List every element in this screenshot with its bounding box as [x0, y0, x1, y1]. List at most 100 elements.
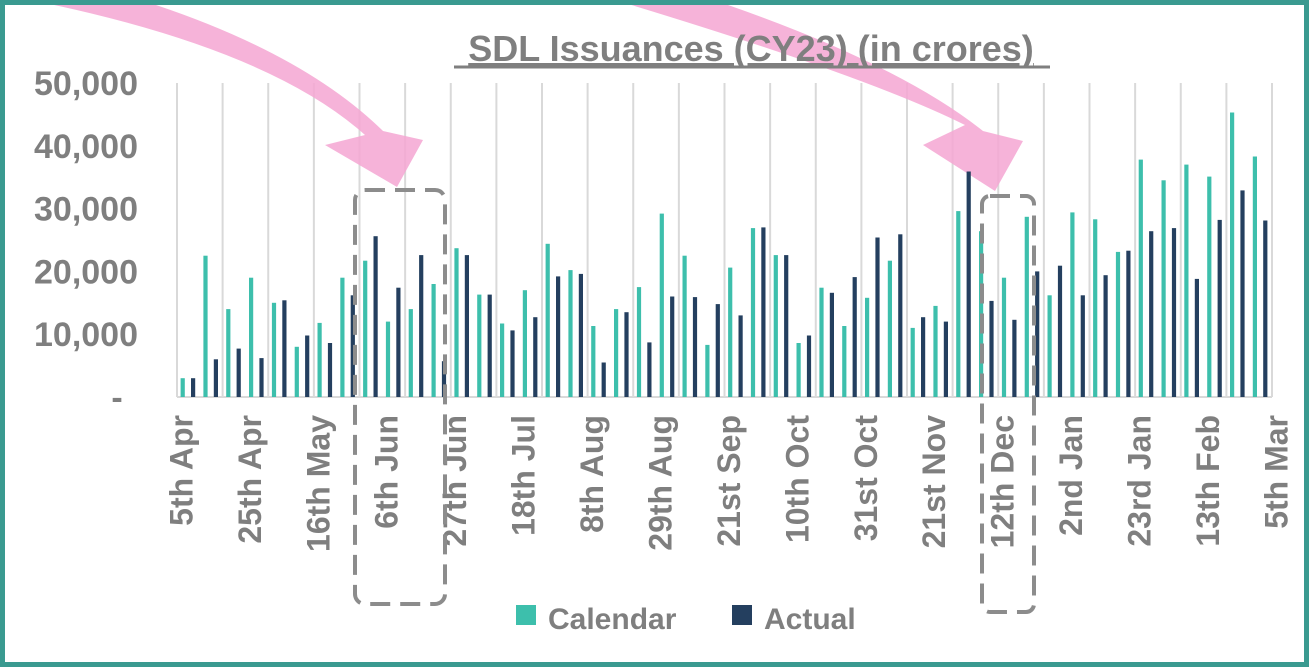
bar-actual — [898, 234, 903, 397]
highlight-box-12th-dec — [980, 194, 1036, 614]
x-tick-label: 21st Nov — [916, 415, 952, 549]
bar-actual — [1149, 231, 1154, 397]
bar-calendar — [1161, 180, 1166, 397]
x-axis-ticks: 5th Apr 25th Apr 16th May 6th Jun 27th Jun 18… — [163, 415, 1294, 552]
chart-title: SDL Issuances (CY23) (in crores) — [468, 28, 1034, 69]
bar-actual — [647, 342, 652, 397]
bar-actual — [533, 317, 538, 397]
bar-calendar — [203, 255, 208, 397]
x-tick-label: 23rd Jan — [1122, 415, 1158, 547]
bar-actual — [305, 335, 310, 397]
bar-calendar — [431, 284, 436, 397]
sdl-issuances-chart: - 10,000 20,000 30,000 40,000 50,000 5th Apr 2… — [34, 5, 1294, 636]
bar-actual — [487, 294, 492, 397]
bar-actual — [875, 237, 880, 397]
bar-actual — [441, 361, 447, 397]
bar-actual — [556, 276, 561, 397]
legend-label-actual: Actual — [764, 603, 856, 636]
x-tick-label: 31st Oct — [848, 415, 884, 542]
bar-actual — [921, 317, 926, 397]
bar-calendar — [477, 294, 482, 397]
bar-actual — [1171, 228, 1177, 397]
arrow-to-6th-jun — [54, 5, 423, 187]
bar-actual — [1103, 275, 1108, 397]
y-tick-label: 10,000 — [34, 316, 138, 354]
y-tick-label: 20,000 — [34, 253, 138, 291]
x-tick-label: 10th Oct — [779, 415, 815, 543]
bar-calendar — [796, 343, 801, 397]
vertical-gridlines — [176, 83, 1273, 397]
bar-actual — [259, 358, 264, 397]
bar-calendar — [819, 287, 824, 397]
bar-calendar — [865, 297, 870, 397]
bar-actual — [1080, 295, 1085, 397]
bar-actual — [1263, 220, 1268, 397]
bar-actual — [396, 287, 401, 397]
bar-actual — [966, 171, 971, 397]
bar-actual — [1194, 278, 1199, 397]
annotation-arrows — [54, 5, 1023, 191]
y-tick-label: 50,000 — [34, 65, 138, 103]
bar-calendar — [887, 260, 892, 397]
x-tick-label: 5th Apr — [163, 415, 199, 526]
bar-actual — [852, 277, 857, 397]
bar-calendar — [1230, 112, 1235, 397]
bar-calendar — [659, 213, 664, 397]
bar-calendar — [1207, 176, 1212, 397]
bar-calendar — [1070, 212, 1075, 397]
bar-calendar — [705, 344, 710, 397]
bar-actual — [1012, 319, 1017, 397]
bar-actual — [419, 255, 424, 397]
bar-actual — [829, 292, 834, 397]
bar-calendar — [1252, 156, 1257, 397]
y-axis-ticks: - 10,000 20,000 30,000 40,000 50,000 — [34, 65, 138, 417]
bar-calendar — [180, 378, 185, 397]
annotation-boxes — [353, 188, 1036, 614]
bar-calendar — [1001, 277, 1007, 397]
bar-calendar — [249, 277, 254, 397]
legend-label-calendar: Calendar — [548, 603, 677, 636]
bar-calendar — [636, 287, 642, 397]
bar-calendar — [728, 267, 733, 397]
x-tick-label: 18th Jul — [506, 415, 542, 536]
bar-calendar — [1184, 164, 1189, 397]
bar-actual — [464, 255, 469, 397]
legend-swatch-actual — [732, 605, 752, 625]
bar-actual — [578, 273, 583, 397]
x-tick-label: 25th Apr — [232, 415, 268, 544]
bar-actual — [191, 378, 196, 397]
bar-actual — [738, 315, 743, 397]
bar-calendar — [408, 309, 413, 397]
x-tick-label: 6th Jun — [369, 415, 405, 529]
bar-actual — [350, 295, 355, 397]
bar-calendar — [226, 309, 231, 397]
x-tick-label: 13th Feb — [1190, 415, 1226, 547]
bar-calendar — [933, 305, 938, 397]
bar-actual — [601, 362, 606, 397]
legend-swatch-calendar — [516, 605, 536, 625]
bar-actual — [943, 321, 948, 397]
bar-calendar — [842, 326, 847, 397]
bar-calendar — [956, 211, 961, 397]
bar-actual — [213, 359, 218, 397]
bar-calendar — [1093, 219, 1098, 397]
bar-calendar — [1138, 159, 1143, 397]
arrow-to-12th-dec — [631, 5, 1023, 191]
bar-actual — [1240, 190, 1245, 397]
bar-calendar — [910, 327, 915, 397]
bar-actual — [327, 343, 333, 397]
bar-actual — [989, 300, 994, 397]
bar-actual — [715, 304, 720, 397]
bar-calendar — [682, 255, 687, 397]
x-tick-label: 16th May — [300, 415, 336, 552]
bar-calendar — [500, 323, 505, 397]
x-tick-label: 8th Aug — [574, 415, 610, 533]
bar-actual — [784, 255, 789, 397]
x-tick-label: 27th Jun — [437, 415, 473, 547]
x-tick-label: 2nd Jan — [1053, 415, 1089, 536]
y-tick-label: 40,000 — [34, 128, 138, 166]
bar-calendar — [1024, 216, 1029, 397]
y-tick-label: - — [111, 379, 122, 417]
bar-actual — [692, 297, 698, 397]
